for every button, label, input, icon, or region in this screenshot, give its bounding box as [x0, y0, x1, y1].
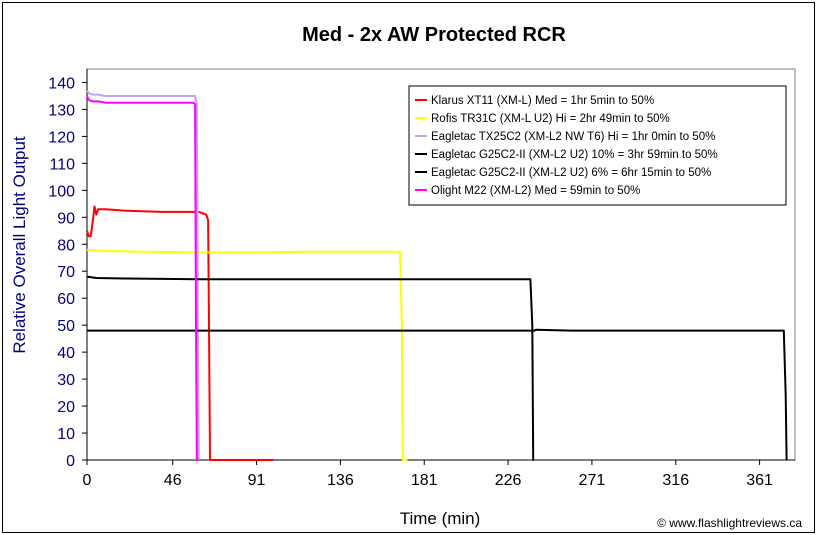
- series-line-4: [86, 275, 535, 461]
- copyright-note: © www.flashlightreviews.ca: [657, 516, 802, 530]
- x-tick-label: 226: [495, 472, 522, 489]
- x-tick-label: 0: [83, 472, 92, 489]
- y-tick-label: 30: [57, 372, 75, 389]
- x-tick-label: 316: [662, 472, 689, 489]
- x-tick-label: 181: [411, 472, 438, 489]
- legend-box: [408, 85, 787, 206]
- legend: Klarus XT11 (XM-L) Med = 1hr 5min to 50%…: [408, 85, 787, 206]
- y-tick-label: 110: [49, 156, 75, 173]
- series-line-2: [86, 248, 408, 461]
- x-tick-label: 271: [579, 472, 606, 489]
- y-tick-label: 140: [48, 75, 75, 92]
- series-line-5: [87, 328, 788, 461]
- legend-entry: Klarus XT11 (XM-L) Med = 1hr 5min to 50%: [431, 95, 654, 107]
- series-line-6: [86, 95, 199, 461]
- x-tick-label: 361: [746, 472, 773, 489]
- x-axis: 0 46 91 136 181 226 271 316 361: [83, 459, 795, 489]
- series-line-3: [86, 90, 200, 461]
- legend-entry: Eagletac G25C2-II (XM-L2 U2) 10% = 3hr 5…: [431, 149, 718, 161]
- x-tick-label: 136: [327, 472, 354, 489]
- y-tick-label: 120: [48, 129, 75, 146]
- y-axis-label: Relative Overall Light Output: [10, 136, 29, 354]
- y-tick-label: 40: [57, 345, 75, 362]
- y-tick-label: 50: [57, 318, 75, 335]
- legend-entry: Eagletac TX25C2 (XM-L2 NW T6) Hi = 1hr 0…: [431, 131, 715, 143]
- y-tick-label: 0: [66, 453, 75, 470]
- x-axis-label: Time (min): [400, 509, 481, 528]
- x-tick-label: 46: [164, 472, 182, 489]
- y-tick-label: 90: [57, 210, 75, 227]
- legend-entry: Olight M22 (XM-L2) Med = 59min to 50%: [431, 185, 640, 197]
- legend-entry: Eagletac G25C2-II (XM-L2 U2) 6% = 6hr 15…: [431, 167, 711, 179]
- y-tick-label: 10: [57, 426, 75, 443]
- line-chart: Med - 2x AW Protected RCR Relative Overa…: [10, 24, 802, 530]
- y-axis: 0 10 20 30 40 50 60 70 80 90 100 110 120 130 140: [48, 69, 88, 470]
- series-lines: [86, 90, 788, 461]
- y-tick-label: 130: [48, 102, 75, 119]
- y-tick-label: 70: [57, 264, 75, 281]
- y-tick-label: 60: [57, 291, 75, 308]
- y-tick-label: 20: [57, 399, 75, 416]
- legend-entry: Rofis TR31C (XM-L U2) Hi = 2hr 49min to …: [431, 113, 670, 125]
- series-line-1: [86, 205, 274, 461]
- y-tick-label: 80: [57, 237, 75, 254]
- chart-title: Med - 2x AW Protected RCR: [302, 24, 566, 46]
- x-tick-label: 91: [248, 472, 266, 489]
- y-tick-label: 100: [48, 183, 75, 200]
